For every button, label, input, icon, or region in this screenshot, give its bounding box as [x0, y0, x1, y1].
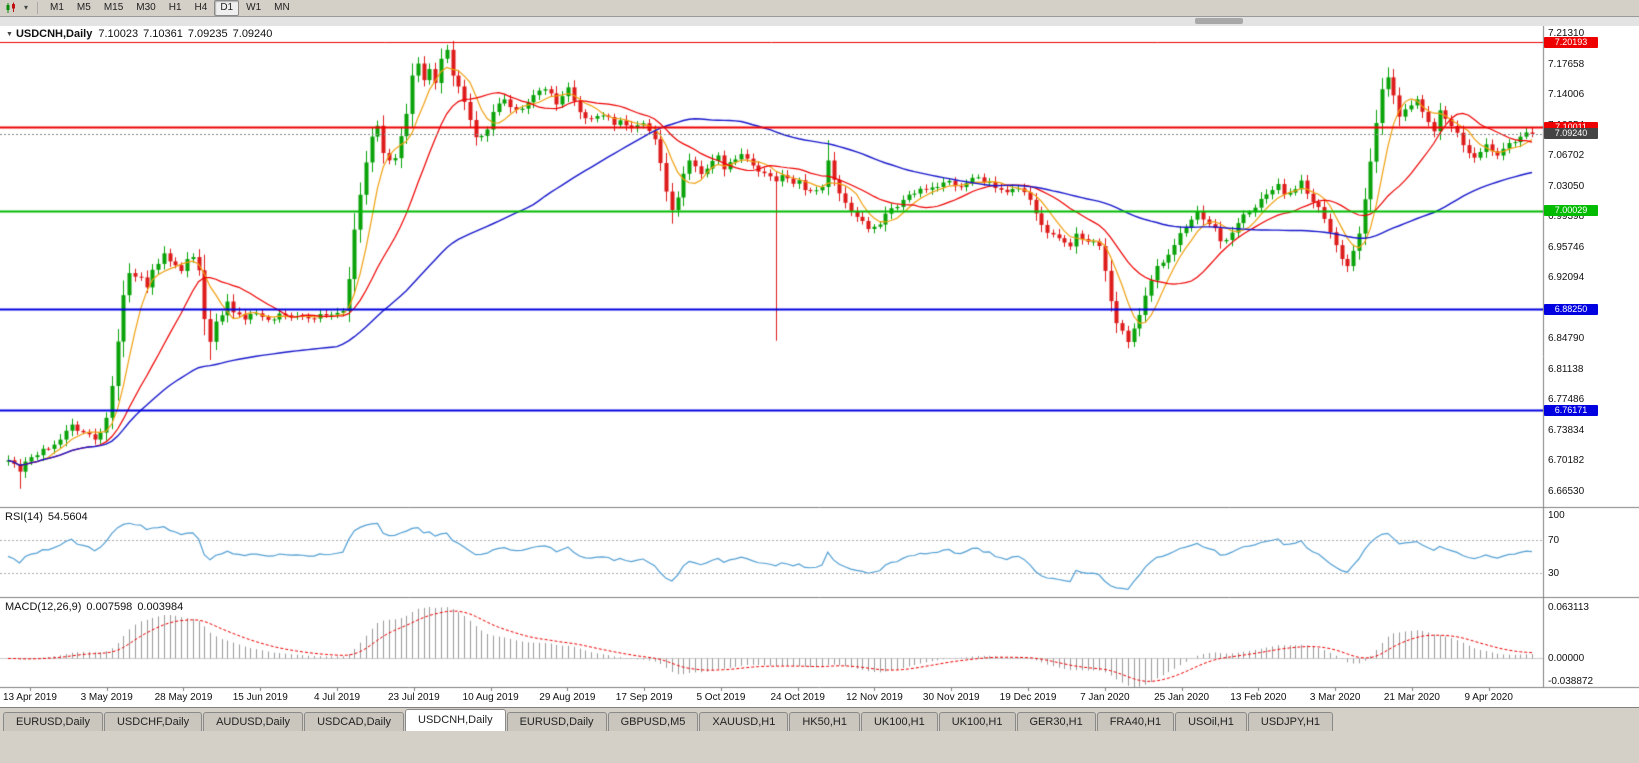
timeframe-buttons: M1 M5 M15 M30 H1 H4 D1 W1 MN: [44, 0, 296, 16]
chart-tabs-bar: EURUSD,Daily USDCHF,Daily AUDUSD,Daily USDC…: [0, 707, 1639, 731]
chart-tab-usoil-h1[interactable]: USOil,H1: [1175, 712, 1247, 731]
timeframe-button-m30[interactable]: M30: [136, 2, 156, 13]
candlestick-chart-icon-svg: [6, 2, 15, 13]
chart-tab-usdjpy-h1[interactable]: USDJPY,H1: [1247, 712, 1334, 731]
timeframe-button-m5[interactable]: M5: [76, 2, 91, 13]
chart-tab-ger30-h1[interactable]: GER30,H1: [1016, 712, 1096, 731]
timeframe-button-w1[interactable]: W1: [246, 2, 262, 13]
chart-tab-usdchf-daily[interactable]: USDCHF,Daily: [103, 712, 203, 731]
status-bar: [0, 731, 1639, 763]
price-chart-canvas[interactable]: [0, 26, 1639, 707]
timeframe-button-mn[interactable]: MN: [274, 2, 290, 13]
timeframe-button-m15[interactable]: M15: [103, 2, 124, 13]
candlestick-chart-icon[interactable]: [3, 1, 19, 15]
chart-tab-eurusd-daily[interactable]: EURUSD,Daily: [3, 712, 103, 731]
chart-tab-fra40-h1[interactable]: FRA40,H1: [1096, 712, 1175, 731]
chart-type-dropdown-caret-icon[interactable]: ▾: [24, 3, 29, 12]
chart-tab-uk100-h1[interactable]: UK100,H1: [938, 712, 1016, 731]
chart-window: ▼ USDCNH,Daily 7.10023 7.10361 7.09235 7.0924…: [0, 17, 1639, 707]
toolbar-separator: [37, 2, 39, 14]
timeframe-button-d1[interactable]: D1: [214, 0, 240, 16]
chart-scrollbar-thumb[interactable]: [1195, 18, 1243, 24]
timeframe-button-m1[interactable]: M1: [50, 2, 64, 13]
chart-tab-gbpusd-m5[interactable]: GBPUSD,M5: [607, 712, 699, 731]
timeframe-button-h4[interactable]: H4: [194, 2, 208, 13]
chart-tab-audusd-daily[interactable]: AUDUSD,Daily: [203, 712, 304, 731]
chart-tab-xauusd-h1[interactable]: XAUUSD,H1: [699, 712, 789, 731]
chart-tab-uk100-h1[interactable]: UK100,H1: [860, 712, 938, 731]
chart-tab-hk50-h1[interactable]: HK50,H1: [789, 712, 860, 731]
timeframe-toolbar: ▾ M1 M5 M15 M30 H1 H4 D1 W1 MN: [0, 0, 1639, 17]
chart-tab-eurusd-daily[interactable]: EURUSD,Daily: [506, 712, 607, 731]
chart-tab-usdcnh-daily[interactable]: USDCNH,Daily: [405, 709, 506, 731]
chart-tab-usdcad-daily[interactable]: USDCAD,Daily: [304, 712, 405, 731]
timeframe-button-h1[interactable]: H1: [168, 2, 182, 13]
